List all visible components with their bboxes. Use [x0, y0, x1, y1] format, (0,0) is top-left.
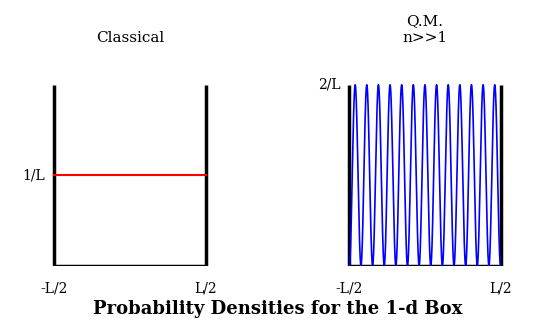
Text: Probability Densities for the 1-d Box: Probability Densities for the 1-d Box: [93, 299, 462, 318]
Text: L/2: L/2: [194, 282, 217, 296]
Text: 2/L: 2/L: [317, 78, 340, 92]
Text: -L/2: -L/2: [41, 282, 68, 296]
Text: -L/2: -L/2: [336, 282, 363, 296]
Text: L/2: L/2: [490, 282, 512, 296]
Title: Q.M.
n>>1: Q.M. n>>1: [402, 15, 447, 45]
Title: Classical: Classical: [96, 31, 164, 45]
Text: 1/L: 1/L: [23, 168, 46, 182]
